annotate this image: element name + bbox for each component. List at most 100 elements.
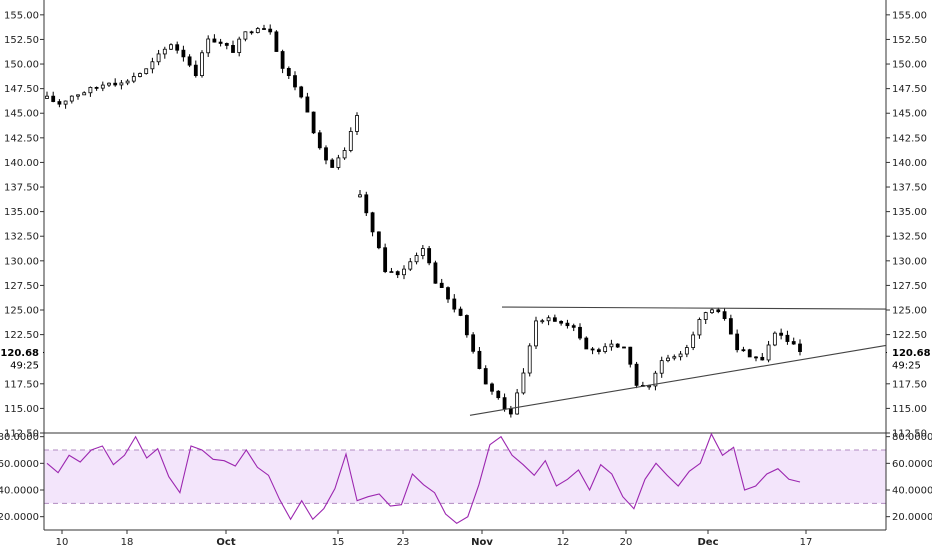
price-tick-label-left: 125.00 (4, 306, 39, 317)
price-tick-label-left: 147.50 (4, 84, 39, 95)
candle-body (471, 334, 476, 352)
x-tick-label: Nov (471, 537, 493, 548)
candle-body (206, 38, 211, 54)
candle-body (728, 318, 733, 335)
candle-body (395, 271, 400, 276)
x-tick-label: 12 (557, 537, 570, 548)
candle-body (502, 397, 507, 410)
candle-body (150, 61, 155, 70)
axis-labels: 155.00 155.00 152.50 152.50 150.00 150.00 147.… (0, 10, 932, 548)
candle-body (100, 84, 105, 89)
candle-body (169, 44, 173, 50)
price-tick-label-right: 142.50 (892, 133, 927, 144)
candle-body (358, 194, 362, 198)
candle-body (255, 28, 260, 33)
last-price-bg-left (0, 345, 43, 371)
x-tick-label: 18 (121, 537, 134, 548)
candle-body (766, 344, 771, 361)
candle-body (603, 346, 608, 352)
candle-body (324, 147, 328, 161)
candle-body (779, 332, 784, 336)
candle-body (76, 94, 80, 97)
candle-body (446, 287, 450, 300)
candle-body (515, 392, 520, 415)
candle-body (293, 75, 297, 88)
candle-body (452, 298, 457, 310)
candle-body (672, 356, 677, 359)
candle-body (628, 346, 633, 365)
candle-body (200, 52, 204, 77)
price-tick-label-left: 150.00 (4, 60, 39, 71)
rsi-line (46, 432, 801, 524)
candle-body (760, 356, 765, 361)
price-tick-label-right: 155.00 (892, 10, 927, 21)
candle-body (224, 43, 229, 46)
candle-body (666, 357, 670, 362)
candle-body (464, 315, 469, 336)
rsi-tick-label-left: 60.0000 (0, 459, 39, 470)
candle-body (427, 248, 432, 264)
candle-body (274, 31, 279, 52)
last-price-bg-right (887, 345, 932, 371)
candle-body (647, 385, 652, 388)
candle-body (634, 363, 639, 386)
candle-body (584, 337, 589, 350)
candle-body (82, 92, 87, 96)
candle-body (383, 247, 388, 273)
candle-body (691, 334, 696, 348)
candle-body (364, 194, 369, 214)
rsi-tick-label-left: 20.0000 (0, 512, 39, 523)
candle-body (596, 349, 601, 352)
candle-body (389, 271, 394, 274)
candle-body (299, 86, 304, 98)
candle-body (540, 320, 545, 323)
candle-body (490, 383, 494, 392)
candle-body (231, 45, 235, 53)
candle-body (286, 67, 291, 77)
price-tick-label-right: 122.50 (892, 330, 927, 341)
price-tick-label-right: 150.00 (892, 60, 927, 71)
candle-body (521, 372, 526, 394)
countdown-label-left: 49:25 (10, 361, 39, 372)
price-tick-label-right: 127.50 (892, 281, 927, 292)
candle-body (414, 255, 419, 263)
candle-body (237, 38, 242, 53)
candle-body (798, 343, 802, 352)
candle-body (181, 49, 186, 58)
candle-body (402, 268, 406, 276)
candle-body (336, 157, 341, 168)
price-tick-label-left: 155.00 (4, 10, 39, 21)
candle-body (268, 28, 273, 33)
candle-body (483, 368, 488, 385)
candle-body (162, 48, 167, 55)
price-tick-label-right: 117.50 (892, 379, 927, 390)
candle-body (280, 51, 285, 69)
countdown-label-right: 49:25 (892, 361, 921, 372)
candle-body (63, 100, 68, 105)
x-tick-label: 23 (397, 537, 410, 548)
candle-body (609, 343, 614, 348)
candle-body (193, 64, 198, 77)
candle-body (791, 341, 796, 345)
candle-body (408, 261, 413, 270)
x-tick-label: 15 (332, 537, 345, 548)
last-price-label-right: 120.68 (892, 348, 931, 359)
rsi-tick-label-right: 80.0000 (892, 432, 932, 443)
candle-body (69, 95, 74, 102)
candle-body (747, 349, 752, 358)
trendline-layer (469, 306, 887, 416)
price-tick-label-right: 145.00 (892, 109, 927, 120)
price-tick-label-right: 135.00 (892, 207, 927, 218)
rsi-tick-label-right: 40.0000 (892, 486, 932, 497)
x-tick-label: Dec (697, 537, 718, 548)
candle-body (119, 82, 124, 86)
resistance-trendline (501, 306, 887, 310)
price-tick-label-right: 132.50 (892, 232, 927, 243)
candle-body (785, 334, 790, 342)
candle-body (684, 347, 689, 355)
candle-body (187, 56, 192, 66)
candle-body (552, 317, 557, 322)
candle-body (741, 349, 746, 352)
candle-body (754, 356, 758, 359)
